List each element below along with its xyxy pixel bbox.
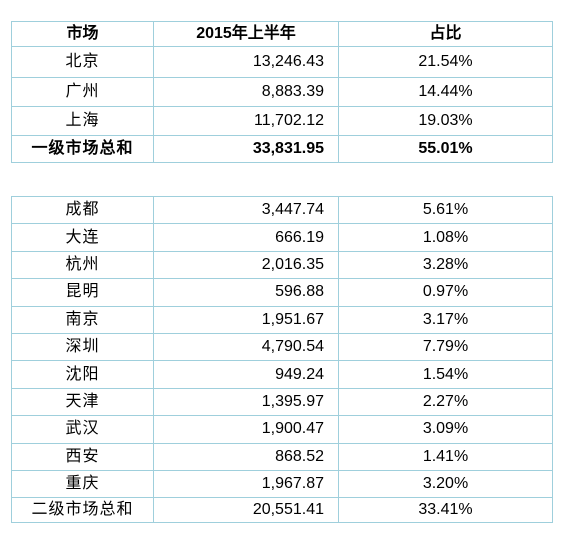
share-cell: 2.27%: [338, 387, 553, 417]
market-cell: 大连: [11, 223, 154, 252]
share-cell: 0.97%: [338, 278, 553, 307]
table-row: 广州 8,883.39 14.44%: [11, 77, 553, 107]
market-cell: 西安: [11, 442, 154, 471]
tier1-total-row: 一级市场总和 33,831.95 55.01%: [11, 135, 553, 163]
market-cell: 南京: [11, 305, 154, 334]
amount-cell: 1,395.97: [153, 387, 339, 417]
market-cell: 重庆: [11, 469, 154, 499]
share-cell: 19.03%: [338, 106, 553, 136]
market-cell: 广州: [11, 77, 154, 107]
amount-cell: 1,900.47: [153, 415, 339, 444]
share-cell: 3.17%: [338, 305, 553, 334]
table-row: 杭州 2,016.35 3.28%: [11, 250, 553, 280]
amount-cell: 13,246.43: [153, 46, 339, 78]
table-row: 大连 666.19 1.08%: [11, 223, 553, 252]
market-cell: 杭州: [11, 250, 154, 280]
table-row: 上海 11,702.12 19.03%: [11, 106, 553, 136]
market-cell: 武汉: [11, 415, 154, 444]
amount-cell: 949.24: [153, 360, 339, 389]
tier1-table: 市场 2015年上半年 占比 北京 13,246.43 21.54% 广州 8,…: [11, 21, 553, 163]
table-row: 天津 1,395.97 2.27%: [11, 387, 553, 417]
amount-cell: 3,447.74: [153, 195, 339, 225]
tier2-total-row: 二级市场总和 20,551.41 33.41%: [11, 497, 553, 524]
amount-cell: 868.52: [153, 442, 339, 471]
amount-cell: 1,967.87: [153, 469, 339, 499]
market-cell: 上海: [11, 106, 154, 136]
share-cell: 14.44%: [338, 77, 553, 107]
table-row: 北京 13,246.43 21.54%: [11, 46, 553, 78]
table-row: 重庆 1,967.87 3.20%: [11, 469, 553, 499]
market-cell: 沈阳: [11, 360, 154, 389]
market-cell: 昆明: [11, 278, 154, 307]
market-cell: 深圳: [11, 332, 154, 362]
table-header-row: 市场 2015年上半年 占比: [11, 21, 553, 47]
header-share: 占比: [338, 21, 553, 47]
table-row: 南京 1,951.67 3.17%: [11, 305, 553, 334]
amount-cell: 8,883.39: [153, 77, 339, 107]
market-cell: 北京: [11, 46, 154, 78]
header-amount: 2015年上半年: [153, 21, 339, 47]
total-market-cell: 二级市场总和: [11, 497, 154, 524]
amount-cell: 596.88: [153, 278, 339, 307]
share-cell: 7.79%: [338, 332, 553, 362]
share-cell: 5.61%: [338, 195, 553, 225]
header-market: 市场: [11, 21, 154, 47]
market-cell: 天津: [11, 387, 154, 417]
share-cell: 3.20%: [338, 469, 553, 499]
share-cell: 1.41%: [338, 442, 553, 471]
table-row: 西安 868.52 1.41%: [11, 442, 553, 471]
share-cell: 1.54%: [338, 360, 553, 389]
amount-cell: 1,951.67: [153, 305, 339, 334]
amount-cell: 11,702.12: [153, 106, 339, 136]
share-cell: 1.08%: [338, 223, 553, 252]
amount-cell: 2,016.35: [153, 250, 339, 280]
total-share-cell: 33.41%: [338, 497, 553, 524]
table-row: 沈阳 949.24 1.54%: [11, 360, 553, 389]
share-cell: 3.28%: [338, 250, 553, 280]
table-row: 深圳 4,790.54 7.79%: [11, 332, 553, 362]
amount-cell: 4,790.54: [153, 332, 339, 362]
table-row: 昆明 596.88 0.97%: [11, 278, 553, 307]
market-cell: 成都: [11, 195, 154, 225]
table-row: 武汉 1,900.47 3.09%: [11, 415, 553, 444]
total-amount-cell: 20,551.41: [153, 497, 339, 524]
share-cell: 21.54%: [338, 46, 553, 78]
total-amount-cell: 33,831.95: [153, 135, 339, 163]
total-market-cell: 一级市场总和: [11, 135, 154, 163]
tier2-table: 成都 3,447.74 5.61% 大连 666.19 1.08% 杭州 2,0…: [11, 195, 553, 524]
table-row: 成都 3,447.74 5.61%: [11, 195, 553, 225]
amount-cell: 666.19: [153, 223, 339, 252]
share-cell: 3.09%: [338, 415, 553, 444]
total-share-cell: 55.01%: [338, 135, 553, 163]
